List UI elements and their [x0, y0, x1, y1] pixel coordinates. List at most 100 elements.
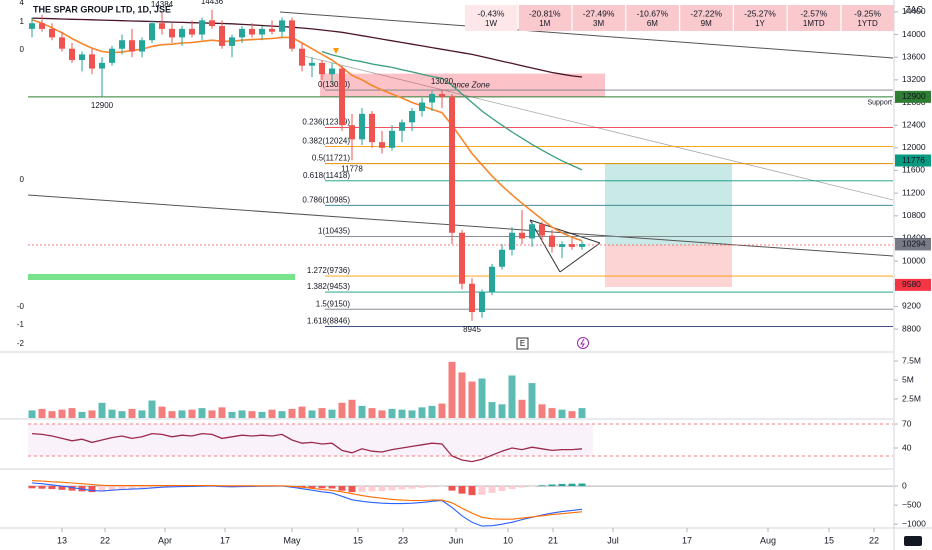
- volume-bar: [128, 408, 136, 418]
- y-tick-label: 12400: [902, 119, 926, 129]
- event-letter: E: [520, 339, 525, 348]
- x-tick-label: 21: [548, 535, 558, 545]
- marker: [333, 48, 339, 54]
- volume-bar: [258, 411, 266, 418]
- volume-bar: [358, 405, 366, 418]
- candle-body: [489, 266, 495, 293]
- highlight-bar: [28, 274, 295, 280]
- resistance-zone: [320, 73, 605, 97]
- price-tag-label: 10294: [902, 239, 926, 249]
- volume-bar: [288, 408, 296, 418]
- performance-change: -25.27%: [744, 8, 776, 18]
- performance-change: -27.49%: [583, 8, 615, 18]
- macd-histogram: [318, 486, 326, 489]
- candle-body: [29, 23, 35, 29]
- candle-body: [409, 111, 415, 123]
- macd-histogram: [68, 486, 76, 491]
- volume-bar: [498, 404, 506, 418]
- y-tick-label: 11600: [902, 165, 925, 175]
- fib-label: 0(13020): [318, 80, 350, 89]
- fib-label: 0.5(11721): [312, 154, 350, 163]
- y-tick-label: 14000: [902, 29, 926, 39]
- candle-body: [289, 20, 295, 49]
- candle-body: [39, 23, 45, 29]
- candle-body: [239, 28, 245, 38]
- performance-cell: [518, 5, 572, 31]
- volume-bar: [478, 378, 486, 418]
- volume-bar: [538, 404, 546, 418]
- performance-cell: [787, 5, 841, 31]
- candle-body: [179, 28, 185, 38]
- volume-bar: [528, 383, 536, 418]
- volume-bar: [298, 406, 306, 418]
- volume-bar: [578, 408, 586, 418]
- x-tick-label: May: [283, 535, 301, 545]
- performance-change: -20.81%: [529, 8, 561, 18]
- triangle-line: [559, 242, 601, 273]
- macd-histogram: [478, 486, 486, 495]
- rsi-band: [28, 424, 593, 456]
- volume-bar: [108, 409, 116, 418]
- candle-body: [459, 232, 465, 284]
- macd-histogram: [578, 483, 586, 487]
- macd-histogram: [508, 486, 516, 490]
- y-tick-label: 40: [902, 442, 912, 452]
- candle-body: [539, 224, 545, 236]
- dividend-bolt: [580, 338, 585, 348]
- moving-average: [31, 17, 583, 78]
- unit-label: ZAC: [905, 4, 924, 14]
- volume-bar: [148, 400, 156, 418]
- volume-bar: [28, 410, 36, 418]
- candle-body: [199, 20, 205, 35]
- macd-histogram: [338, 486, 346, 491]
- candle-body: [219, 26, 225, 46]
- candle-body: [159, 23, 165, 29]
- candle-body: [429, 94, 435, 103]
- candle-body: [189, 28, 195, 35]
- performance-change: -27.22%: [690, 8, 722, 18]
- macd-histogram: [518, 486, 526, 488]
- candle-body: [369, 113, 375, 143]
- candle-body: [519, 232, 525, 239]
- x-tick-label: Apr: [158, 535, 172, 545]
- candle-body: [559, 244, 565, 247]
- macd-histogram: [428, 486, 436, 488]
- volume-bar: [118, 411, 126, 418]
- price-tag: [895, 278, 931, 291]
- x-tick-label: 15: [824, 535, 834, 545]
- candle-body: [89, 54, 95, 69]
- volume-bar: [218, 407, 226, 418]
- candle-body: [249, 28, 255, 35]
- volume-bar: [158, 406, 166, 418]
- candle-body: [119, 40, 125, 49]
- candle-body: [269, 28, 275, 32]
- moving-average: [31, 19, 583, 242]
- position-loss: [605, 245, 732, 287]
- volume-bar: [558, 409, 566, 418]
- volume-bar: [198, 408, 206, 418]
- candle-body: [329, 68, 335, 75]
- candle-body: [419, 102, 425, 112]
- volume-bar: [68, 408, 76, 418]
- candle-body: [129, 40, 135, 52]
- performance-period: 6M: [647, 19, 658, 28]
- macd-histogram: [458, 486, 466, 494]
- macd-histogram: [468, 486, 476, 496]
- y-tick-label: −500: [902, 499, 921, 509]
- fib-label: 1.382(9453): [307, 282, 350, 291]
- volume-bar: [318, 408, 326, 418]
- macd-histogram: [28, 486, 36, 489]
- volume-bar: [338, 402, 346, 418]
- candle-body: [99, 62, 105, 69]
- candle-body: [379, 142, 385, 148]
- candle-body: [399, 122, 405, 131]
- volume-bar: [398, 409, 406, 418]
- candle-body: [469, 283, 475, 313]
- performance-cell: [465, 5, 518, 31]
- volume-bar: [448, 361, 456, 418]
- performance-change: -10.67%: [637, 8, 669, 18]
- macd-histogram: [498, 486, 506, 491]
- left-edge-label: 4: [20, 0, 25, 7]
- candle-body: [279, 20, 285, 32]
- performance-cell: [680, 5, 733, 31]
